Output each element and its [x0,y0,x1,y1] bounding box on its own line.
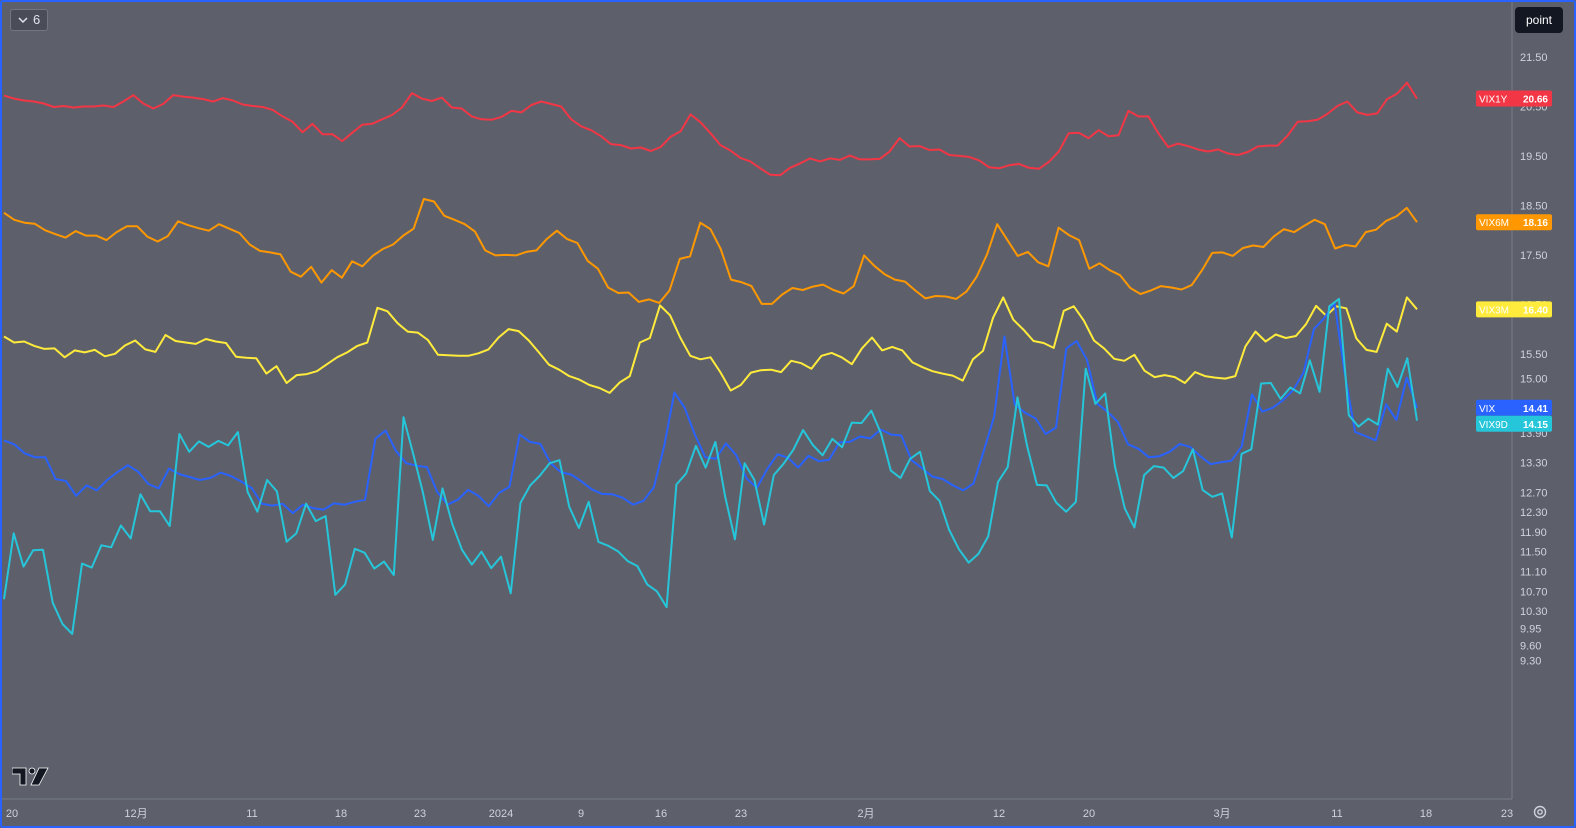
series-last-value: 16.40 [1523,305,1548,316]
series-last-value: 20.66 [1523,95,1548,106]
series-line-vix1y[interactable] [3,81,1418,177]
x-tick-label: 20 [1083,808,1095,820]
series-layer [3,81,1418,635]
y-tick-label: 21.50 [1520,52,1548,64]
collapse-panes-button[interactable]: 6 [10,9,49,31]
x-axis[interactable]: 20 12月 11 18 23 2024 9 16 23 2月 12 20 3月 11 18 23 [6,808,1513,820]
series-name: VIX6M [1479,218,1509,229]
series-last-value: 14.41 [1523,404,1548,415]
x-tick-label: 11 [1331,808,1342,820]
x-tick-label: 2月 [857,808,874,820]
y-tick-label: 13.30 [1520,458,1548,470]
series-name: VIX1Y [1479,95,1508,106]
y-tick-label: 19.50 [1520,151,1548,163]
y-tick-label: 11.90 [1520,527,1547,539]
series-name: VIX3M [1479,305,1509,316]
x-tick-label: 11 [246,808,257,820]
last-value-label-vix6m: VIX6M 18.16 [1476,214,1552,231]
last-value-label-vix: VIX 14.41 [1476,399,1552,416]
y-tick-label: 11.50 [1520,547,1547,559]
x-tick-label: 3月 [1213,808,1230,820]
x-tick-label: 9 [578,808,584,820]
y-axis[interactable]: 21.5020.5019.5018.5017.5016.5015.5015.00… [1520,52,1548,668]
y-tick-label: 17.50 [1520,250,1548,262]
y-tick-label: 10.70 [1520,586,1548,598]
y-tick-label: 12.30 [1520,507,1548,519]
series-name: VIX [1479,404,1495,415]
x-tick-label: 16 [655,808,667,820]
series-line-vix[interactable] [3,301,1418,515]
x-tick-label: 23 [414,808,426,820]
y-tick-label: 9.30 [1520,656,1541,668]
series-last-value: 14.15 [1523,420,1548,431]
y-tick-label: 9.60 [1520,641,1541,653]
x-tick-label: 18 [335,808,347,820]
series-line-vix6m[interactable] [3,198,1418,305]
y-tick-label: 18.50 [1520,200,1548,212]
last-value-label-vix3m: VIX3M 16.40 [1476,301,1552,318]
unit-badge[interactable]: point [1515,7,1563,33]
collapse-count: 6 [33,12,41,27]
tradingview-logo[interactable] [12,766,50,786]
y-tick-label: 11.10 [1520,567,1547,579]
x-tick-label: 12 [993,808,1005,820]
y-tick-label: 15.50 [1520,349,1548,361]
y-tick-label: 12.70 [1520,487,1548,499]
last-value-label-vix9d: VIX9D 14.15 [1476,415,1552,432]
y-tick-label: 9.95 [1520,623,1541,635]
gear-icon[interactable] [1532,804,1548,820]
x-tick-label: 2024 [489,808,513,820]
chevron-down-icon [18,17,28,24]
last-value-label-vix1y: VIX1Y 20.66 [1476,90,1552,107]
x-tick-label: 12月 [124,808,147,820]
x-tick-label: 20 [6,808,18,820]
y-tick-label: 15.00 [1520,374,1548,386]
y-tick-label: 10.30 [1520,606,1548,618]
series-line-vix9d[interactable] [3,297,1418,635]
x-tick-label: 23 [1501,808,1513,820]
series-last-value: 18.16 [1523,218,1548,229]
series-name: VIX9D [1479,420,1508,431]
x-tick-label: 18 [1420,808,1432,820]
series-line-vix3m[interactable] [3,296,1418,394]
x-tick-label: 23 [735,808,747,820]
